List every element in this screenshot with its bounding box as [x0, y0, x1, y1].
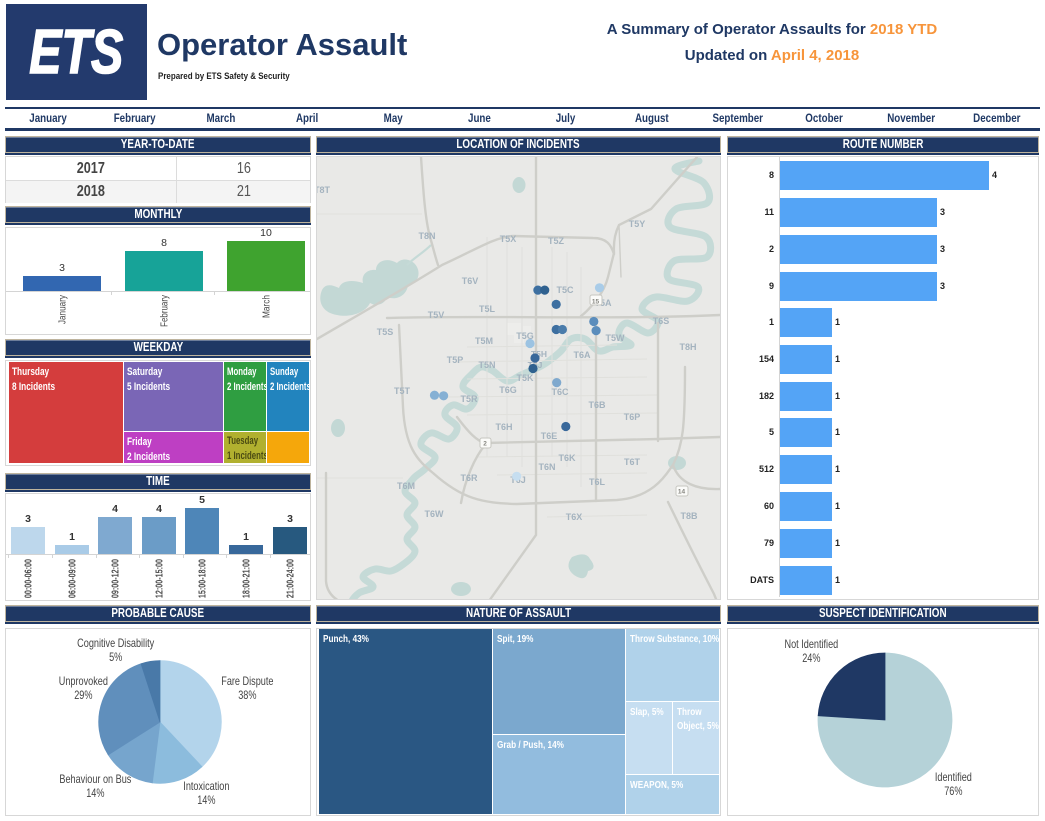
svg-text:18:00-21:00: 18:00-21:00	[240, 559, 251, 598]
svg-text:T6S: T6S	[653, 316, 670, 326]
svg-text:T5Y: T5Y	[629, 219, 646, 229]
svg-text:T5M: T5M	[475, 336, 493, 346]
svg-text:T5Z: T5Z	[548, 236, 565, 246]
svg-text:T6K: T6K	[558, 453, 576, 463]
svg-text:T5K: T5K	[516, 373, 534, 383]
svg-text:T5S: T5S	[377, 327, 394, 337]
svg-text:T6T: T6T	[624, 457, 641, 467]
svg-text:T5A: T5A	[594, 298, 612, 308]
svg-text:T6L: T6L	[589, 477, 606, 487]
svg-text:T5X: T5X	[500, 234, 517, 244]
svg-text:T5R: T5R	[460, 394, 478, 404]
svg-text:T6C: T6C	[551, 387, 569, 397]
svg-text:T6G: T6G	[499, 385, 517, 395]
svg-text:14: 14	[678, 489, 686, 496]
svg-text:March: March	[261, 295, 273, 318]
svg-text:T6X: T6X	[566, 512, 583, 522]
svg-text:T5W: T5W	[606, 333, 626, 343]
svg-text:T5P: T5P	[447, 355, 464, 365]
svg-text:21:00-24:00: 21:00-24:00	[284, 559, 295, 598]
svg-text:T6H: T6H	[495, 422, 512, 432]
svg-text:15:00-18:00: 15:00-18:00	[196, 559, 207, 598]
svg-text:T5N: T5N	[478, 360, 495, 370]
svg-text:T8N: T8N	[418, 231, 435, 241]
svg-text:T8B: T8B	[680, 511, 698, 521]
svg-text:06:00-09:00: 06:00-09:00	[66, 559, 77, 598]
svg-text:T8T: T8T	[317, 185, 330, 195]
svg-text:T6P: T6P	[624, 412, 641, 422]
svg-text:T5V: T5V	[428, 310, 445, 320]
svg-text:T6R: T6R	[460, 473, 478, 483]
svg-text:T5G: T5G	[516, 331, 534, 341]
svg-text:T5H: T5H	[531, 349, 547, 359]
svg-text:T6W: T6W	[425, 509, 445, 519]
svg-text:T5L: T5L	[479, 304, 496, 314]
svg-text:T6B: T6B	[588, 400, 606, 410]
svg-text:15: 15	[592, 299, 600, 306]
svg-text:T6M: T6M	[397, 481, 415, 491]
svg-text:January: January	[55, 295, 67, 324]
svg-text:T6A: T6A	[573, 350, 591, 360]
svg-text:T8H: T8H	[679, 342, 696, 352]
svg-text:T6E: T6E	[541, 431, 558, 441]
svg-text:2: 2	[483, 441, 487, 448]
svg-text:T6N: T6N	[538, 462, 555, 472]
svg-text:00:00-06:00: 00:00-06:00	[22, 559, 33, 598]
svg-text:February: February	[158, 295, 169, 327]
svg-text:T5T: T5T	[394, 386, 411, 396]
svg-text:09:00-12:00: 09:00-12:00	[109, 559, 120, 598]
svg-text:T5C: T5C	[556, 285, 574, 295]
svg-text:12:00-15:00: 12:00-15:00	[153, 559, 164, 598]
svg-text:T6V: T6V	[462, 276, 479, 286]
